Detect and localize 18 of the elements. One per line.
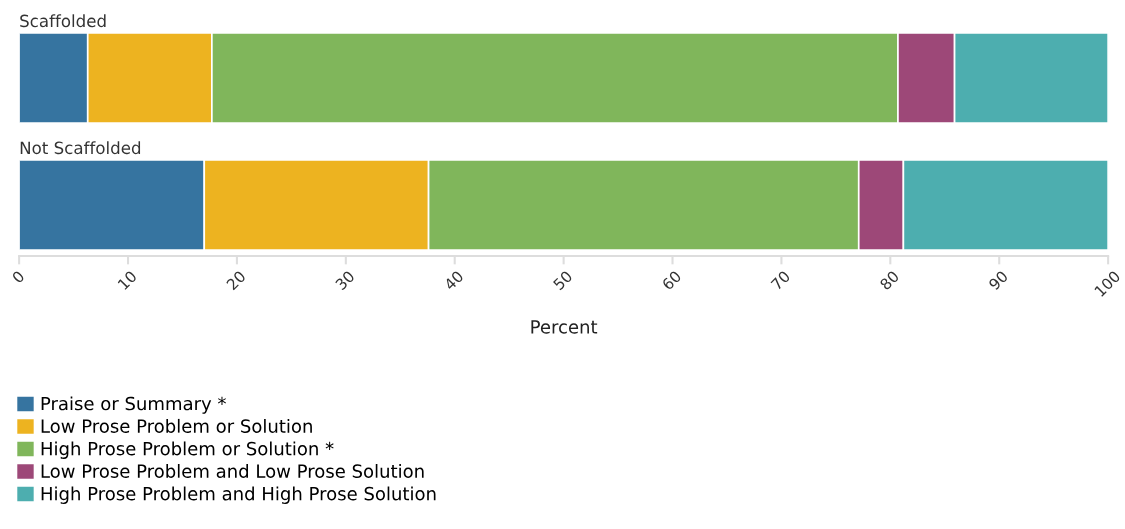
legend-label: High Prose Problem or Solution *	[41, 441, 334, 459]
x-tick-label: 80	[879, 270, 900, 291]
legend-label: Low Prose Problem and Low Prose Solution	[41, 463, 424, 478]
legend-label: High Prose Problem and High Prose Solution	[41, 486, 436, 504]
x-tick-label: 90	[987, 270, 1009, 291]
x-tick-label: 40	[443, 270, 465, 291]
y-tick-label: Not Scaffolded	[20, 141, 141, 155]
x-tick-label: 10	[117, 270, 138, 291]
x-tick-label: 70	[770, 270, 791, 291]
legend-label: Low Prose Problem or Solution	[41, 418, 312, 433]
x-tick-label: 60	[661, 270, 682, 291]
x-tick-label: 30	[334, 270, 356, 291]
x-tick-label: 0	[11, 270, 25, 284]
x-axis-title: Percent	[531, 320, 598, 334]
y-tick-label: Scaffolded	[20, 14, 106, 28]
legend-label: Praise or Summary *	[41, 396, 226, 414]
x-tick-label: 50	[552, 270, 573, 291]
x-tick-label: 20	[225, 270, 247, 291]
